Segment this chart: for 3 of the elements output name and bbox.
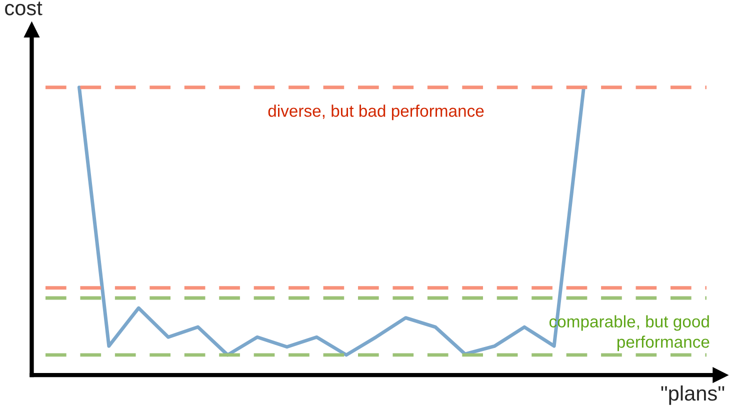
x-axis-title: "plans": [661, 385, 724, 405]
ref-line-label: diverse, but bad performance: [268, 104, 484, 120]
y-axis-title: cost: [5, 2, 42, 16]
